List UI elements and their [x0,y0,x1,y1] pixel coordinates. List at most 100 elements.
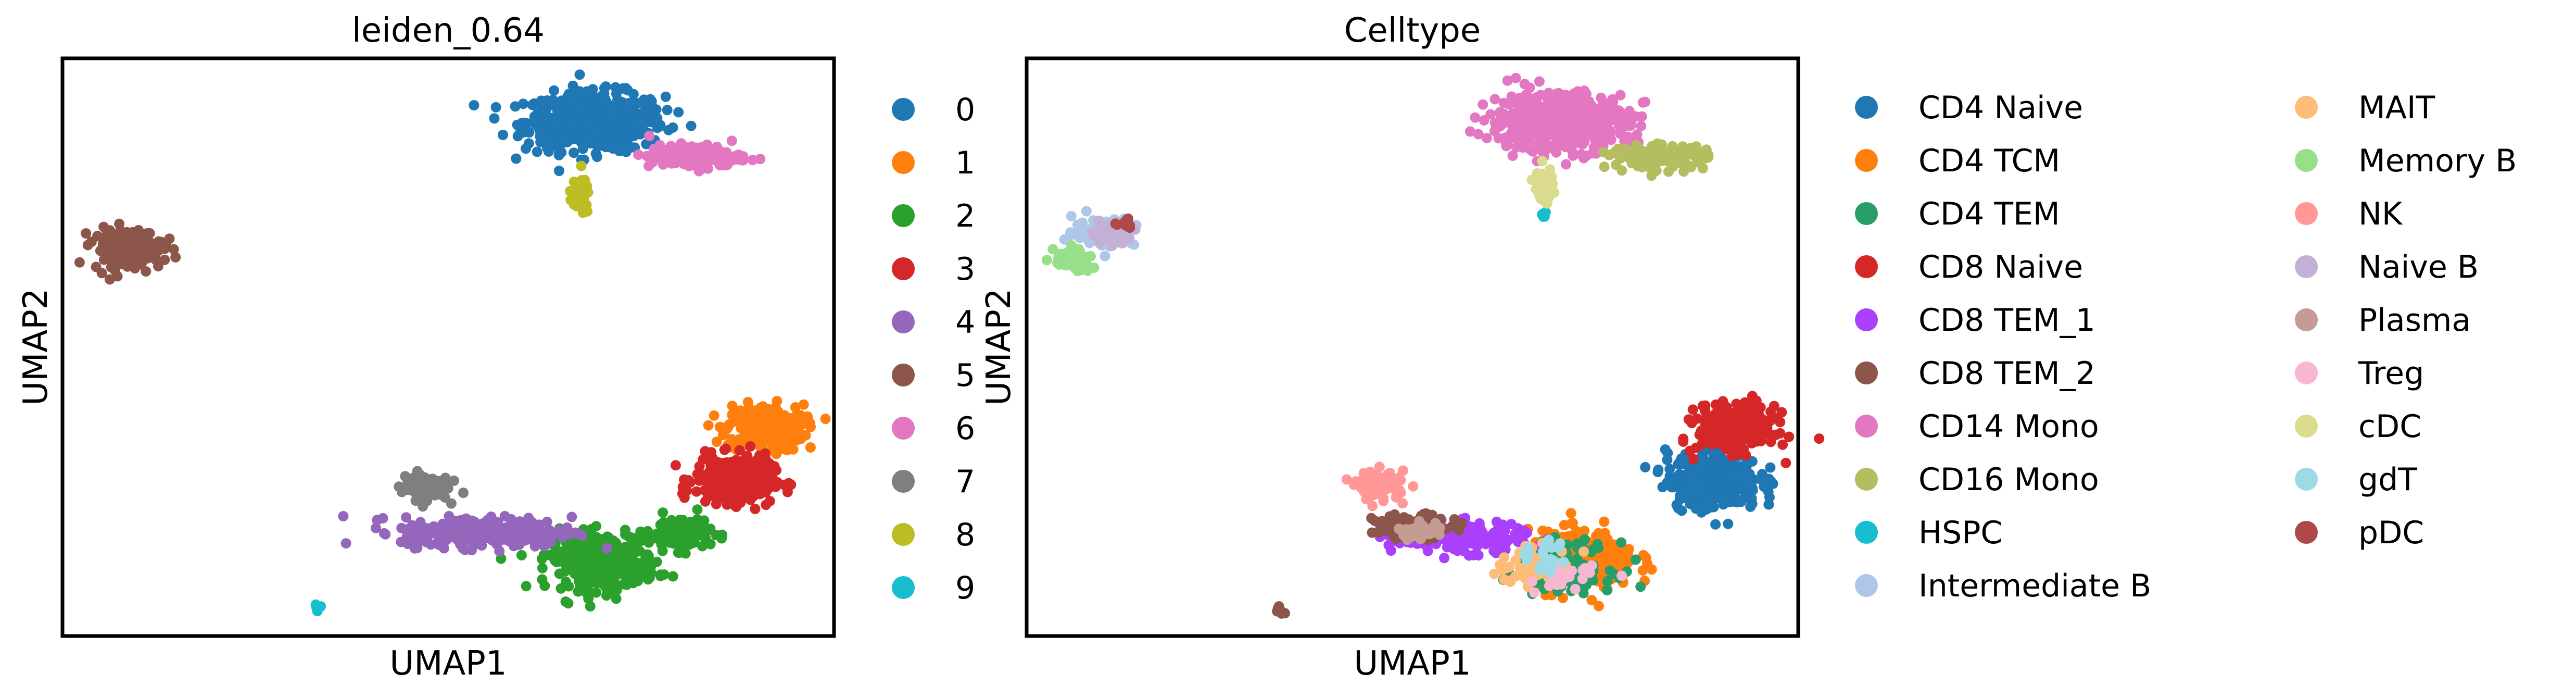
data-point [624,143,635,154]
legend-marker [1855,255,1878,278]
data-point [711,530,722,540]
legend-marker [2295,308,2318,331]
legend-item: HSPC [1855,515,2002,551]
data-point [616,97,627,107]
data-point [568,551,579,562]
data-point [1543,192,1554,203]
legend-item: 2 [892,198,975,234]
data-point [1691,141,1702,152]
legend-marker [2295,362,2318,384]
data-point [1367,501,1378,512]
data-point [697,541,708,552]
data-point [569,122,579,133]
legend-item: CD8 TEM_1 [1855,302,2095,339]
data-point [144,249,155,260]
data-point [658,507,668,518]
data-point [574,86,585,97]
data-point [798,399,809,410]
data-point [1499,574,1510,585]
data-point [1065,227,1076,238]
data-point [580,124,591,135]
data-point [1580,563,1590,574]
data-point [1581,151,1592,161]
data-point [1723,518,1734,529]
data-point [1711,481,1722,492]
data-point [1697,401,1708,412]
data-point [1738,444,1749,455]
data-point [1685,445,1696,456]
legend-label: Treg [2358,355,2424,392]
data-point [159,254,170,265]
data-point [665,517,676,528]
legend-marker [2295,202,2318,225]
data-point [516,550,527,560]
data-point [1765,437,1776,447]
data-point [636,97,647,108]
data-point [591,152,602,163]
legend-marker [2295,255,2318,278]
legend-item: Intermediate B [1855,568,2151,604]
data-point [1777,439,1788,450]
data-point [773,439,784,450]
data-point [1489,94,1500,105]
data-point [1579,546,1589,557]
data-point [1593,601,1604,612]
data-point [536,554,547,565]
legend-label: CD8 Naive [1918,249,2083,285]
data-point [1613,119,1624,130]
data-point [802,411,813,422]
data-point [784,420,795,431]
data-point [458,488,469,498]
data-point [1601,585,1612,595]
data-point [1478,99,1488,110]
data-point [725,153,736,164]
data-point [1066,240,1077,251]
data-point [576,160,587,171]
data-point [734,445,745,456]
panel-celltype-title: Celltype [1344,11,1481,50]
data-point [655,144,666,154]
data-point [779,479,790,490]
data-point [510,101,521,112]
data-point [735,433,746,444]
data-point [1538,142,1549,153]
data-point [489,113,500,124]
legend-marker [1855,149,1878,172]
data-point [1535,560,1546,571]
legend-marker [1855,415,1878,438]
data-point [746,408,757,419]
data-point [605,101,616,111]
data-point [498,130,508,140]
data-point [1567,144,1577,155]
data-point [573,194,584,204]
data-point [604,142,615,153]
data-point [1398,465,1408,476]
data-point [1708,502,1719,513]
data-point [745,441,756,452]
data-point [568,95,579,106]
data-point [512,131,523,142]
data-point [563,581,574,592]
data-point [1630,554,1641,565]
legend-marker [2295,468,2318,491]
data-point [412,466,423,477]
data-point [1637,97,1648,108]
data-point [490,102,501,113]
data-point [92,231,103,242]
legend-label: CD4 TEM [1918,196,2060,232]
panel-celltype-xlabel: UMAP1 [1354,644,1471,683]
data-point [700,496,711,507]
data-point [1733,484,1744,495]
data-point [1775,428,1786,439]
data-point [1565,508,1576,519]
data-point [611,593,622,604]
data-point [1502,75,1513,86]
legend-label: 6 [955,410,975,447]
data-point [667,571,678,582]
data-point [1765,476,1776,487]
data-point [641,139,652,149]
data-point [542,529,553,540]
